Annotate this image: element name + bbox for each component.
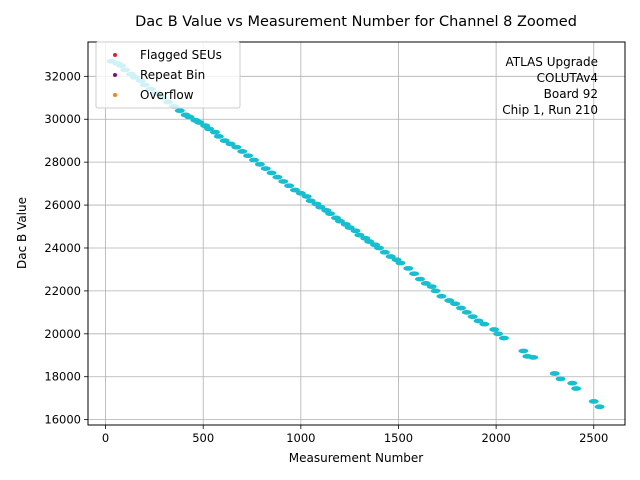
- data-point: [231, 144, 242, 150]
- axis-ticks: 0 500 1000 1500 2000 2500 16000 18000 20000 22000…: [44, 69, 608, 445]
- y-tick-label: 32000: [44, 69, 81, 83]
- data-point: [295, 190, 306, 196]
- data-point: [549, 371, 560, 376]
- legend-label: Flagged SEUs: [140, 48, 222, 62]
- chart-title: Dac B Value vs Measurement Number for Ch…: [135, 14, 577, 30]
- data-point: [219, 138, 230, 144]
- data-point: [243, 153, 254, 159]
- y-tick-label: 28000: [44, 155, 81, 169]
- annotation-line: Board 92: [544, 87, 598, 101]
- data-point: [467, 314, 478, 320]
- data-point: [344, 225, 355, 230]
- data-point: [254, 161, 265, 167]
- data-point: [237, 149, 248, 154]
- data-point: [555, 376, 566, 382]
- data-point: [278, 179, 289, 184]
- data-point: [594, 404, 605, 410]
- data-point: [184, 114, 195, 120]
- data-point: [444, 298, 455, 303]
- annotation-line: COLUTAv4: [537, 71, 598, 85]
- legend-label: Overflow: [140, 88, 194, 102]
- data-point: [209, 129, 220, 135]
- y-tick-label: 30000: [44, 112, 81, 126]
- data-point: [450, 301, 461, 307]
- data-point: [489, 327, 500, 332]
- y-tick-label: 26000: [44, 198, 81, 212]
- data-point: [334, 218, 345, 224]
- data-point: [409, 271, 420, 277]
- grid-lines: [88, 42, 625, 425]
- data-point: [379, 249, 390, 255]
- legend-marker: [113, 53, 117, 57]
- data-point: [301, 194, 312, 199]
- data-point: [248, 157, 259, 163]
- data-point: [305, 198, 316, 204]
- data-point: [266, 170, 277, 176]
- data-point: [426, 284, 437, 290]
- x-tick-label: 1500: [384, 431, 413, 445]
- legend: Flagged SEUs Repeat Bin Overflow: [95, 41, 241, 109]
- run-info-annotation: ATLAS Upgrade COLUTAv4 Board 92 Chip 1, Run…: [502, 55, 598, 117]
- x-axis-label: Measurement Number: [289, 451, 423, 465]
- data-point: [289, 187, 300, 193]
- x-tick-label: 2500: [579, 431, 608, 445]
- x-tick-label: 2000: [481, 431, 510, 445]
- data-point: [350, 228, 361, 234]
- data-point: [571, 386, 582, 391]
- data-point: [395, 260, 406, 266]
- y-tick-label: 18000: [44, 370, 81, 384]
- data-point: [284, 183, 295, 189]
- data-point: [260, 166, 271, 171]
- data-point: [588, 398, 599, 404]
- data-point: [385, 254, 396, 259]
- data-point: [430, 288, 441, 294]
- data-point: [436, 293, 447, 299]
- data-point: [455, 305, 466, 311]
- y-tick-label: 20000: [44, 327, 81, 341]
- data-point: [315, 204, 326, 210]
- data-point: [493, 331, 504, 337]
- data-point: [414, 276, 425, 282]
- data-point: [225, 141, 236, 147]
- data-point: [204, 126, 215, 132]
- annotation-line: Chip 1, Run 210: [502, 103, 598, 117]
- data-point: [567, 380, 578, 386]
- y-tick-label: 24000: [44, 241, 81, 255]
- y-tick-label: 16000: [44, 413, 81, 427]
- data-point: [364, 239, 375, 244]
- data-point: [403, 265, 414, 271]
- plot-area-frame: [87, 41, 626, 426]
- y-axis-label: Dac B Value: [15, 197, 29, 269]
- data-point: [194, 120, 205, 125]
- data-point: [528, 355, 539, 360]
- legend-label: Repeat Bin: [140, 68, 205, 82]
- data-point: [174, 108, 185, 114]
- legend-marker: [113, 73, 117, 77]
- data-point: [479, 321, 490, 327]
- data-point: [325, 211, 336, 217]
- legend-box: [95, 41, 241, 109]
- legend-marker: [113, 93, 117, 97]
- data-point: [518, 348, 529, 354]
- data-point: [213, 134, 224, 139]
- data-point: [461, 309, 472, 315]
- y-tick-label: 22000: [44, 284, 81, 298]
- annotation-line: ATLAS Upgrade: [505, 55, 598, 69]
- data-point: [420, 280, 431, 286]
- data-point: [473, 318, 484, 324]
- data-point: [498, 335, 509, 341]
- x-tick-label: 0: [102, 431, 109, 445]
- data-point: [354, 232, 365, 238]
- x-tick-label: 500: [192, 431, 214, 445]
- x-tick-label: 1000: [286, 431, 315, 445]
- data-point: [272, 174, 283, 180]
- data-point: [373, 245, 384, 251]
